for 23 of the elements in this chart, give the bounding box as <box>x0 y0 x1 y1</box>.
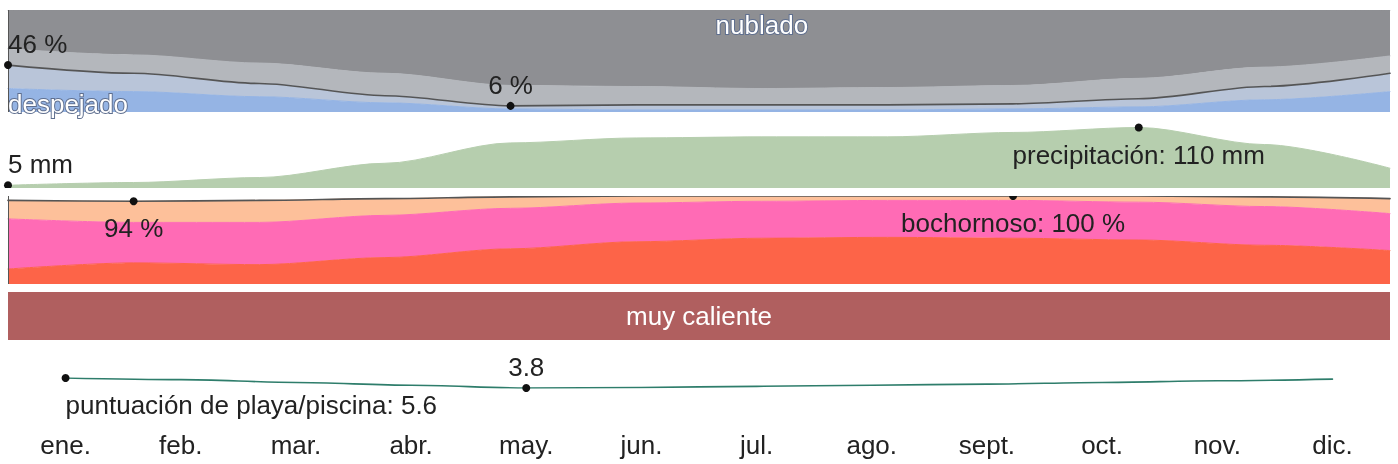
data-label: 94 % <box>104 213 164 244</box>
x-tick-label: dic. <box>1312 430 1353 460</box>
x-tick-label: jul. <box>738 430 774 460</box>
x-tick-label: ago. <box>846 430 898 460</box>
data-label: 6 % <box>488 69 533 100</box>
data-label: 5 mm <box>8 149 73 180</box>
series-label: despejado <box>8 88 128 119</box>
series-label: nublado <box>715 10 809 40</box>
data-label: 46 % <box>8 29 68 60</box>
x-tick-label: feb. <box>159 430 203 460</box>
x-tick-label: ene. <box>40 430 91 460</box>
x-tick-label: oct. <box>1081 430 1124 460</box>
data-label: puntuación de playa/piscina: 5.6 <box>65 390 438 420</box>
x-tick-label: sept. <box>958 430 1016 460</box>
x-tick-label: jun. <box>619 430 663 460</box>
data-label: bochornoso: 100 % <box>901 208 1126 238</box>
x-tick-label: abr. <box>389 430 433 460</box>
text: muy caliente <box>626 301 772 331</box>
x-tick-label: may. <box>499 430 554 460</box>
data-label: precipitación: 110 mm <box>1012 139 1265 170</box>
x-tick-label: mar. <box>270 430 322 460</box>
x-tick-label: nov. <box>1193 430 1241 460</box>
data-label: 3.8 <box>508 352 545 382</box>
